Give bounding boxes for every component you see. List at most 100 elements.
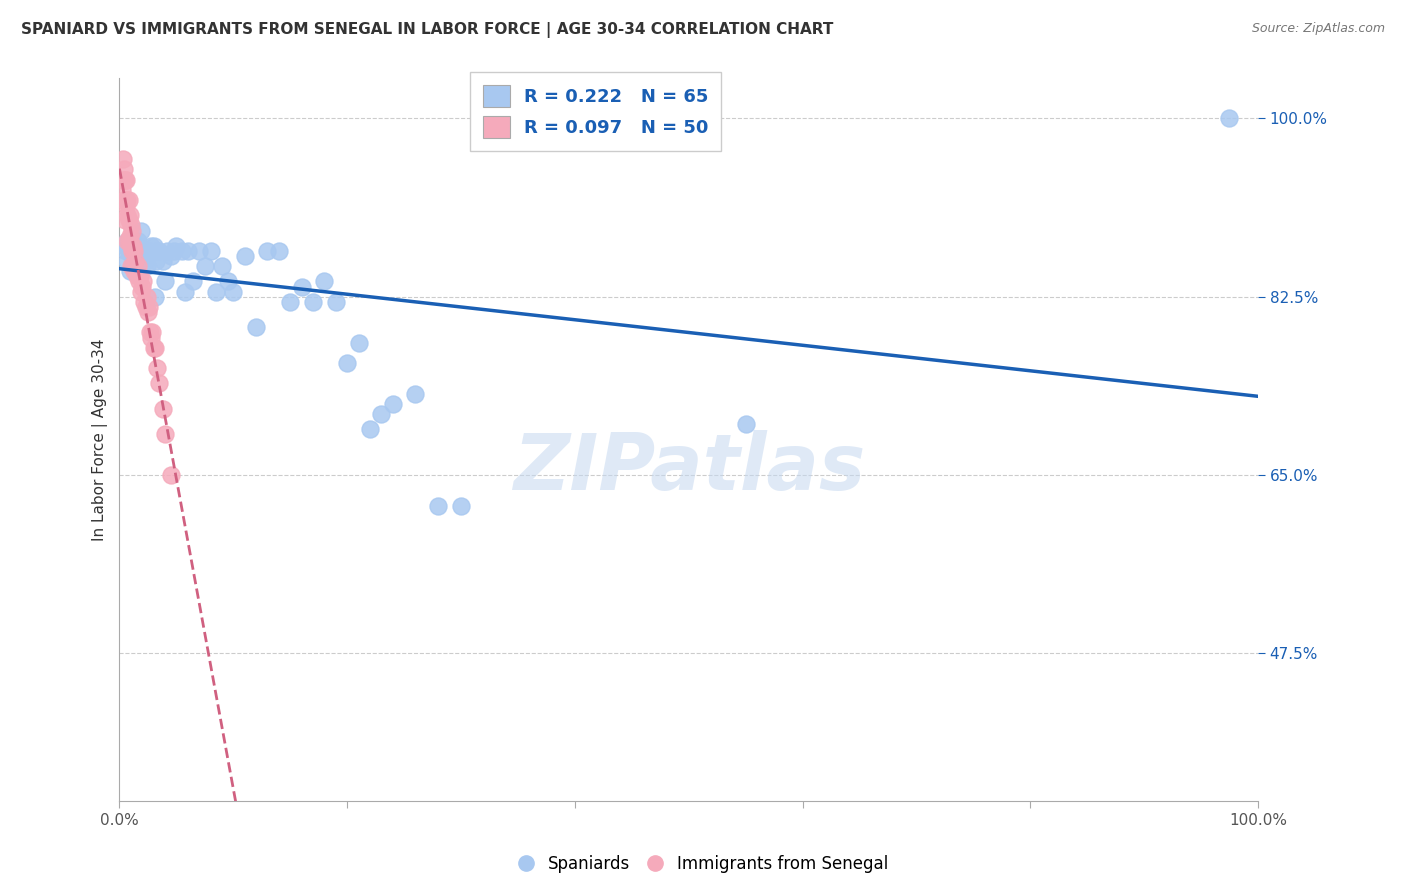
Point [734, 417, 756, 431]
Point [124, 254, 146, 268]
Point [138, 300, 160, 314]
Point [153, 427, 176, 442]
Text: Source: ZipAtlas.com: Source: ZipAtlas.com [1251, 22, 1385, 36]
Point [120, 234, 142, 248]
Point [129, 285, 152, 299]
Point [153, 275, 176, 289]
Point [117, 234, 139, 248]
Point [278, 294, 301, 309]
Point [404, 386, 426, 401]
Point [128, 239, 150, 253]
Point [148, 376, 170, 391]
Point [115, 172, 138, 186]
Point [134, 244, 156, 258]
Point [125, 269, 148, 284]
Point [142, 341, 165, 355]
Point [188, 244, 211, 258]
Point [291, 279, 314, 293]
Point [127, 259, 149, 273]
Point [183, 275, 205, 289]
Point [120, 219, 142, 233]
Point [143, 341, 166, 355]
Point [111, 152, 134, 166]
Legend: R = 0.222   N = 65, R = 0.097   N = 50: R = 0.222 N = 65, R = 0.097 N = 50 [470, 72, 721, 151]
Point [143, 290, 166, 304]
Point [139, 244, 162, 258]
Point [141, 330, 163, 344]
Point [141, 326, 163, 340]
Y-axis label: In Labor Force | Age 30-34: In Labor Force | Age 30-34 [93, 338, 108, 541]
Point [132, 275, 155, 289]
Point [112, 162, 135, 177]
Point [1218, 112, 1240, 126]
Point [381, 397, 404, 411]
Point [127, 234, 149, 248]
Point [165, 239, 187, 253]
Text: SPANIARD VS IMMIGRANTS FROM SENEGAL IN LABOR FORCE | AGE 30-34 CORRELATION CHART: SPANIARD VS IMMIGRANTS FROM SENEGAL IN L… [21, 22, 834, 38]
Point [302, 294, 325, 309]
Point [177, 244, 200, 258]
Point [129, 269, 152, 284]
Point [122, 264, 145, 278]
Point [111, 183, 134, 197]
Legend: Spaniards, Immigrants from Senegal: Spaniards, Immigrants from Senegal [512, 848, 894, 880]
Point [148, 244, 170, 258]
Point [142, 239, 165, 253]
Point [194, 259, 217, 273]
Point [222, 285, 245, 299]
Point [141, 239, 163, 253]
Point [129, 249, 152, 263]
Point [114, 239, 136, 253]
Point [450, 499, 472, 513]
Point [217, 275, 239, 289]
Point [325, 294, 347, 309]
Point [139, 326, 162, 340]
Point [120, 239, 142, 253]
Point [146, 361, 169, 376]
Point [211, 259, 233, 273]
Point [336, 356, 359, 370]
Point [118, 264, 141, 278]
Point [121, 244, 143, 258]
Point [120, 239, 142, 253]
Point [128, 275, 150, 289]
Point [136, 244, 159, 258]
Point [122, 259, 145, 273]
Point [114, 213, 136, 227]
Point [111, 172, 134, 186]
Point [131, 244, 153, 258]
Point [112, 193, 135, 207]
Text: ZIPatlas: ZIPatlas [513, 430, 865, 507]
Point [314, 275, 336, 289]
Point [156, 244, 179, 258]
Point [245, 320, 267, 334]
Point [122, 239, 145, 253]
Point [121, 223, 143, 237]
Point [122, 244, 145, 258]
Point [115, 198, 138, 212]
Point [117, 244, 139, 258]
Point [152, 401, 174, 416]
Point [159, 468, 181, 483]
Point [200, 244, 222, 258]
Point [145, 254, 167, 268]
Point [163, 244, 186, 258]
Point [122, 239, 145, 253]
Point [347, 335, 370, 350]
Point [136, 305, 159, 319]
Point [114, 193, 136, 207]
Point [152, 254, 174, 268]
Point [205, 285, 228, 299]
Point [359, 422, 381, 436]
Point [114, 172, 136, 186]
Point [117, 213, 139, 227]
Point [256, 244, 278, 258]
Point [117, 234, 139, 248]
Point [134, 294, 156, 309]
Point [170, 244, 193, 258]
Point [135, 290, 157, 304]
Point [267, 244, 290, 258]
Point [120, 259, 142, 273]
Point [118, 208, 141, 222]
Point [233, 249, 256, 263]
